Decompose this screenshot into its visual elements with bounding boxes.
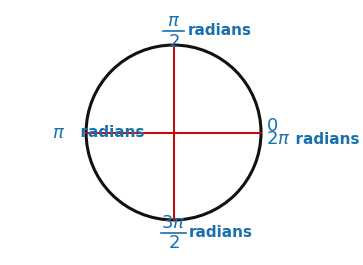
Text: radians: radians xyxy=(285,132,359,147)
Text: $3\pi$: $3\pi$ xyxy=(161,214,186,232)
Text: $\pi$: $\pi$ xyxy=(167,12,180,30)
Text: $2$: $2$ xyxy=(168,33,179,51)
Text: radians: radians xyxy=(70,125,145,140)
Text: $2\pi$: $2\pi$ xyxy=(266,130,290,148)
Text: $2$: $2$ xyxy=(168,234,179,252)
Text: radians: radians xyxy=(189,225,253,240)
Text: radians: radians xyxy=(188,23,252,38)
Text: $\pi$: $\pi$ xyxy=(52,123,65,142)
Text: $0$: $0$ xyxy=(266,117,278,135)
